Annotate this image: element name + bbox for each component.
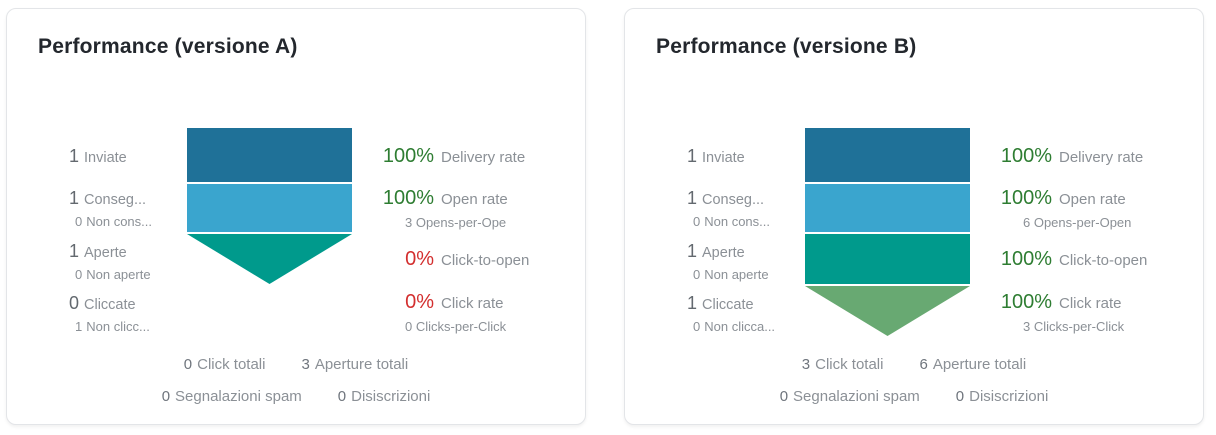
rate-delivery: 100% Delivery rate <box>1000 145 1200 169</box>
rate-click-to-open: 100% Click-to-open <box>1000 248 1200 272</box>
funnel-chart <box>805 128 970 336</box>
rate-open: 100% Open rate 6 Opens-per-Open <box>1000 187 1200 231</box>
funnel-segment-bar <box>187 128 352 182</box>
rate-sub: 0 Clicks-per-Click <box>405 319 507 334</box>
stat-sub: 0 Non cons... <box>75 214 152 229</box>
rate-label: Click-to-open <box>441 252 530 269</box>
total-disiscrizioni: 0 Disiscrizioni <box>955 388 1049 405</box>
rate-open: 100% Open rate 3 Opens-per-Ope <box>382 187 582 231</box>
rate-label: Click-to-open <box>1059 252 1148 269</box>
total-segnalazioni-spam: 0 Segnalazioni spam <box>161 388 302 405</box>
stat-sub: 0 Non aperte <box>693 267 769 282</box>
rate-label: Delivery rate <box>441 149 526 166</box>
stat-value: 1 <box>687 241 698 261</box>
stat-cliccate: 1 Cliccate 0 Non clicca... <box>687 293 775 335</box>
total-disiscrizioni: 0 Disiscrizioni <box>337 388 431 405</box>
stat-value: 0 <box>69 293 80 313</box>
rate-click-to-open: 0% Click-to-open <box>382 248 582 272</box>
stat-value: 1 <box>69 241 80 261</box>
stat-label: Inviate <box>84 150 127 166</box>
stat-value: 1 <box>69 146 80 166</box>
funnel-chart <box>187 128 352 284</box>
stat-consegnate: 1 Conseg... 0 Non cons... <box>687 188 770 230</box>
rate-value: 100% <box>1000 248 1052 270</box>
performance-card-version-b: Performance (versione B) 1 Inviate 1 Conse… <box>624 8 1204 425</box>
stat-label: Cliccate <box>84 297 136 313</box>
stat-inviate: 1 Inviate <box>687 146 745 168</box>
stat-label: Conseg... <box>84 192 147 208</box>
total-aperture-totali: 3 Aperture totali <box>301 356 409 373</box>
total-click-totali: 0 Click totali <box>183 356 266 373</box>
stat-consegnate: 1 Conseg... 0 Non cons... <box>69 188 152 230</box>
stat-aperte: 1 Aperte 0 Non aperte <box>687 241 769 283</box>
rate-sub: 3 Opens-per-Ope <box>405 215 507 230</box>
rate-value: 100% <box>1000 145 1052 167</box>
rate-delivery: 100% Delivery rate <box>382 145 582 169</box>
stat-value: 1 <box>687 293 698 313</box>
funnel-segment-triangle <box>805 286 970 336</box>
rate-label: Click rate <box>1059 295 1122 312</box>
stat-aperte: 1 Aperte 0 Non aperte <box>69 241 151 283</box>
rate-value: 100% <box>1000 187 1052 209</box>
rate-label: Click rate <box>441 295 504 312</box>
totals-row-spam-unsub: 0 Segnalazioni spam 0 Disiscrizioni <box>7 388 585 406</box>
totals-row-clicks-opens: 3 Click totali 6 Aperture totali <box>625 356 1203 374</box>
rate-value: 0% <box>405 291 434 313</box>
rate-sub: 3 Clicks-per-Click <box>1023 319 1125 334</box>
stat-value: 1 <box>687 146 698 166</box>
stat-sub: 0 Non aperte <box>75 267 151 282</box>
stat-sub: 0 Non clicca... <box>693 319 776 334</box>
stat-cliccate: 0 Cliccate 1 Non clicc... <box>69 293 150 335</box>
total-click-totali: 3 Click totali <box>801 356 884 373</box>
stat-inviate: 1 Inviate <box>69 146 127 168</box>
stat-label: Aperte <box>702 245 745 261</box>
stat-label: Inviate <box>702 150 745 166</box>
total-aperture-totali: 6 Aperture totali <box>919 356 1027 373</box>
funnel-segment-bar <box>805 234 970 284</box>
stat-value: 1 <box>69 188 80 208</box>
rate-value: 0% <box>405 248 434 270</box>
rate-value: 100% <box>382 145 434 167</box>
rate-label: Open rate <box>1059 191 1126 208</box>
stat-label: Cliccate <box>702 297 754 313</box>
stat-sub: 1 Non clicc... <box>75 319 150 334</box>
stat-label: Aperte <box>84 245 127 261</box>
stat-label: Conseg... <box>702 192 765 208</box>
funnel-segment-triangle <box>187 234 352 284</box>
rate-click: 0% Click rate 0 Clicks-per-Click <box>382 291 582 335</box>
funnel-segment-bar <box>187 184 352 232</box>
rate-label: Delivery rate <box>1059 149 1144 166</box>
card-title: Performance (versione B) <box>656 35 917 58</box>
performance-card-version-a: Performance (versione A) 1 Inviate 1 Conse… <box>6 8 586 425</box>
rate-value: 100% <box>1000 291 1052 313</box>
funnel-segment-bar <box>805 184 970 232</box>
rate-label: Open rate <box>441 191 508 208</box>
total-segnalazioni-spam: 0 Segnalazioni spam <box>779 388 920 405</box>
card-title: Performance (versione A) <box>38 35 298 58</box>
totals-row-clicks-opens: 0 Click totali 3 Aperture totali <box>7 356 585 374</box>
totals-row-spam-unsub: 0 Segnalazioni spam 0 Disiscrizioni <box>625 388 1203 406</box>
funnel-segment-bar <box>805 128 970 182</box>
rate-value: 100% <box>382 187 434 209</box>
stat-value: 1 <box>687 188 698 208</box>
rate-sub: 6 Opens-per-Open <box>1023 215 1132 230</box>
rate-click: 100% Click rate 3 Clicks-per-Click <box>1000 291 1200 335</box>
stat-sub: 0 Non cons... <box>693 214 770 229</box>
